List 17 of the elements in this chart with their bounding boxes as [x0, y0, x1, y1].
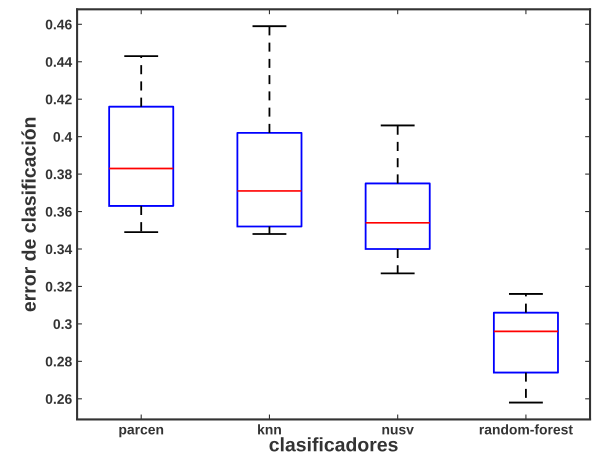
- y-tick-label: 0.38: [46, 169, 72, 180]
- y-tick-label: 0.46: [46, 20, 72, 30]
- x-tick-label: nusv: [382, 426, 414, 434]
- y-tick-label: 0.44: [46, 57, 72, 67]
- y-tick-label: 0.28: [46, 356, 72, 367]
- y-tick-label: 0.42: [46, 94, 72, 104]
- x-axis-title: clasificadores: [269, 437, 398, 452]
- y-tick-label: 0.34: [46, 244, 72, 254]
- y-tick-label: 0.32: [46, 282, 72, 292]
- y-tick-label: 0.36: [46, 206, 72, 217]
- x-tick-label: random-forest: [480, 424, 573, 434]
- y-tick-label: 0.4: [53, 132, 72, 142]
- y-tick-label: 0.26: [46, 394, 72, 404]
- x-tick-label: knn: [258, 424, 281, 434]
- y-axis-title: error de clasificación: [21, 118, 36, 312]
- x-tick-label: parcen: [119, 426, 164, 438]
- y-tick-label: 0.3: [53, 319, 72, 330]
